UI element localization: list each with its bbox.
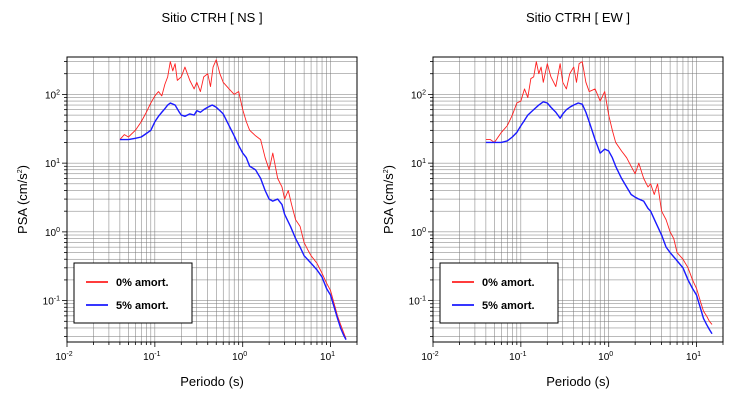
- chart-title: Sitio CTRH [ EW ]: [526, 10, 630, 25]
- y-tick-base: 10: [43, 297, 55, 308]
- series-line-damping-0: [119, 59, 347, 339]
- y-tick-exp: -1: [54, 296, 60, 303]
- y-tick-exp: 1: [56, 158, 60, 165]
- y-tick-exp: 0: [422, 227, 426, 234]
- y-axis-label: PSA (cm/s2): [381, 165, 396, 234]
- legend: 0% amort. 5% amort.: [73, 262, 193, 324]
- y-label-text: PSA (cm/s: [381, 173, 396, 234]
- tick-marks: [62, 61, 358, 347]
- x-tick-label: 101: [686, 351, 701, 363]
- x-tick-label: 101: [320, 351, 335, 363]
- x-tick-base: 10: [232, 352, 244, 363]
- y-tick-exp: -1: [420, 296, 426, 303]
- legend-label: 5% amort.: [482, 300, 535, 312]
- y-tick-exp: 2: [56, 89, 60, 96]
- series-line-damping-0: [485, 61, 713, 325]
- x-tick-exp: -2: [432, 351, 438, 358]
- x-tick-label: 10-2: [421, 351, 438, 363]
- plot-frame: [66, 56, 358, 343]
- legend-label: 0% amort.: [482, 277, 535, 289]
- x-tick-label: 100: [232, 351, 247, 363]
- series-line-damping-5: [119, 102, 347, 341]
- y-tick-label: 100: [411, 227, 426, 239]
- y-tick-label: 10-1: [409, 296, 426, 308]
- y-tick-base: 10: [45, 90, 57, 101]
- y-label-close: ): [15, 165, 30, 169]
- x-tick-base: 10: [686, 352, 698, 363]
- y-tick-exp: 2: [422, 89, 426, 96]
- x-tick-base: 10: [509, 352, 521, 363]
- x-axis-label: Periodo (s): [180, 374, 244, 389]
- y-tick-label: 102: [411, 89, 426, 101]
- series-line-damping-5: [485, 101, 713, 335]
- x-tick-label: 10-1: [509, 351, 526, 363]
- x-tick-exp: -1: [520, 351, 526, 358]
- y-axis-label: PSA (cm/s2): [15, 165, 30, 234]
- x-tick-base: 10: [421, 352, 433, 363]
- legend-label: 5% amort.: [116, 300, 169, 312]
- x-tick-exp: 0: [243, 351, 247, 358]
- x-tick-label: 10-2: [55, 351, 72, 363]
- y-tick-base: 10: [411, 90, 423, 101]
- x-tick-exp: 1: [331, 351, 335, 358]
- y-label-close: ): [381, 165, 396, 169]
- x-tick-base: 10: [598, 352, 610, 363]
- y-tick-base: 10: [45, 228, 57, 239]
- legend-box: [73, 262, 193, 324]
- y-label-text: PSA (cm/s: [15, 173, 30, 234]
- legend-label: 0% amort.: [116, 277, 169, 289]
- x-tick-label: 10-1: [143, 351, 160, 363]
- x-tick-exp: -1: [154, 351, 160, 358]
- x-tick-exp: 1: [697, 351, 701, 358]
- y-tick-base: 10: [45, 159, 57, 170]
- chart-title: Sitio CTRH [ NS ]: [161, 10, 262, 25]
- y-tick-label: 100: [45, 227, 60, 239]
- y-tick-label: 10-1: [43, 296, 60, 308]
- y-tick-base: 10: [409, 297, 421, 308]
- legend: 0% amort. 5% amort.: [439, 262, 559, 324]
- y-tick-exp: 1: [422, 158, 426, 165]
- y-tick-exp: 0: [56, 227, 60, 234]
- y-label-sup: 2: [383, 169, 390, 173]
- x-axis-label: Periodo (s): [546, 374, 610, 389]
- x-tick-base: 10: [143, 352, 155, 363]
- tick-marks: [428, 61, 724, 347]
- x-tick-exp: 0: [609, 351, 613, 358]
- y-tick-base: 10: [411, 228, 423, 239]
- y-tick-label: 102: [45, 89, 60, 101]
- x-tick-base: 10: [320, 352, 332, 363]
- x-tick-exp: -2: [66, 351, 72, 358]
- x-tick-label: 100: [598, 351, 613, 363]
- plot-frame: [432, 56, 724, 343]
- y-tick-base: 10: [411, 159, 423, 170]
- legend-box: [439, 262, 559, 324]
- x-tick-base: 10: [55, 352, 67, 363]
- y-label-sup: 2: [17, 169, 24, 173]
- y-tick-label: 101: [45, 158, 60, 170]
- y-tick-label: 101: [411, 158, 426, 170]
